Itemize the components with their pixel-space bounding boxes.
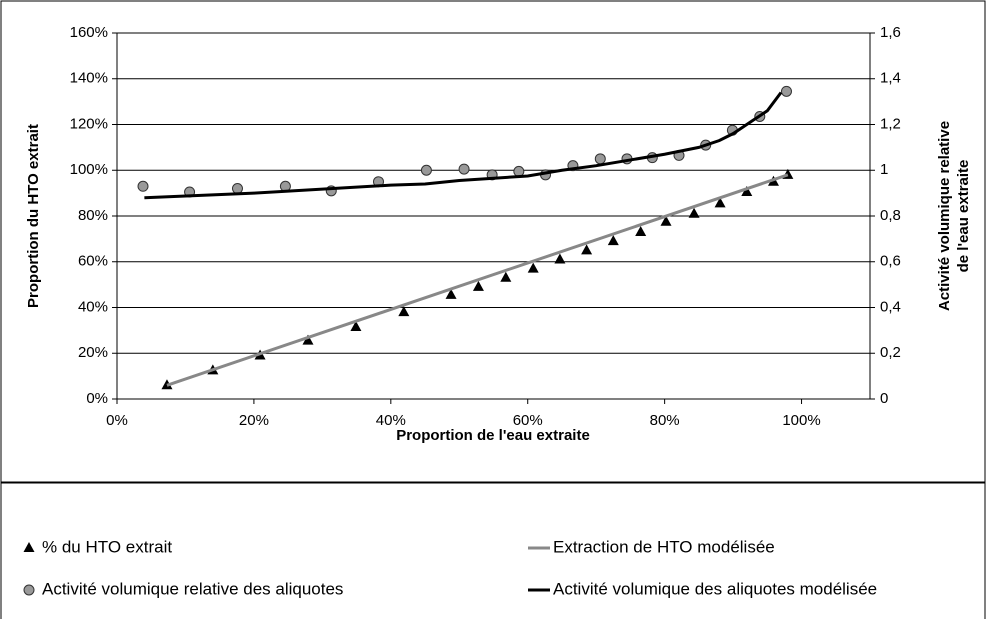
triangle-marker [472,280,484,291]
y-axis-title: Proportion du HTO extrait [25,124,42,308]
triangle-marker [350,320,362,331]
y-tick-label: 160% [70,24,108,41]
triangle-marker [500,271,512,282]
y2-tick-label: 1,2 [880,115,901,132]
circle-marker [458,163,470,175]
triangle-marker [554,253,566,264]
legend-swatch [23,584,35,596]
triangle-marker [581,244,593,255]
y-tick-label: 40% [78,298,108,315]
y2-tick-label: 1,6 [880,24,901,41]
x-tick-label: 80% [650,412,680,429]
legend-label: Activité volumique relative des aliquote… [42,579,343,598]
x-tick-label: 40% [376,412,406,429]
triangle-marker [398,306,410,317]
y-tick-label: 0% [86,390,108,407]
circle-marker [231,183,243,195]
model-line [166,173,789,387]
y2-axis-title: Activité volumique relative [936,121,953,311]
y2-tick-label: 1 [880,161,888,178]
y2-tick-label: 0,8 [880,207,901,224]
circle-marker [137,180,149,192]
legend-label: Activité volumique des aliquotes modélis… [553,579,877,598]
y2-tick-label: 0,4 [880,298,901,315]
y2-tick-label: 0,2 [880,344,901,361]
x-tick-label: 0% [106,412,128,429]
triangle-marker [607,235,619,246]
chart-border [0,0,986,483]
triangle-marker [635,226,647,237]
triangle-marker [741,185,753,196]
circle-marker [780,85,792,97]
triangle-marker [527,262,539,273]
y2-tick-label: 0,6 [880,253,901,270]
legend-border [0,482,986,619]
y-tick-label: 140% [70,70,108,87]
triangle-marker [714,197,726,208]
x-tick-label: 100% [782,412,820,429]
y2-axis-title: de l'eau extraite [955,160,972,273]
model-line [144,91,783,200]
y-tick-label: 60% [78,253,108,270]
triangle-marker [445,288,457,299]
x-tick-label: 20% [239,412,269,429]
triangle-marker [302,334,314,345]
y2-tick-label: 0 [880,390,888,407]
y-tick-label: 100% [70,161,108,178]
legend-label: % du HTO extrait [42,537,172,556]
y-tick-label: 120% [70,115,108,132]
legend-swatch [23,542,35,552]
circle-marker [420,164,432,176]
x-axis-title: Proportion de l'eau extraite [396,427,590,444]
triangle-marker [688,207,700,218]
x-tick-label: 60% [513,412,543,429]
y-tick-label: 80% [78,207,108,224]
y2-tick-label: 1,4 [880,70,901,87]
legend-label: Extraction de HTO modélisée [553,537,775,556]
circle-marker [594,153,606,165]
y-tick-label: 20% [78,344,108,361]
triangle-marker [660,215,672,226]
